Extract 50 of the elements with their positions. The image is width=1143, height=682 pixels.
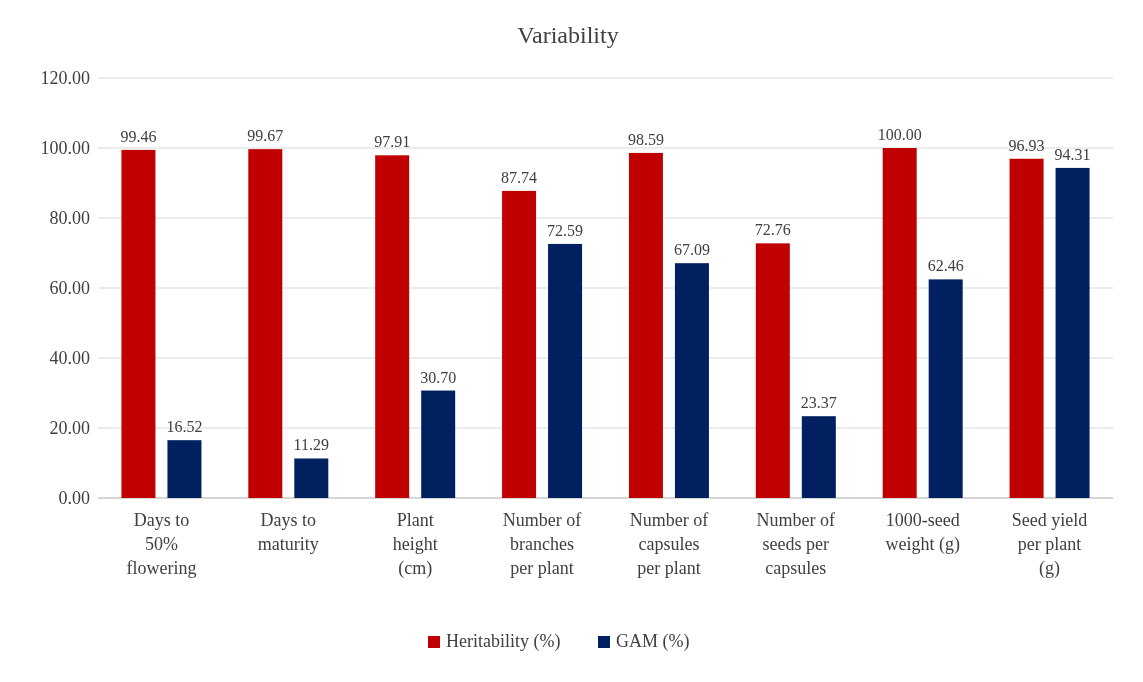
- x-tick-label: Number of seeds per capsules: [756, 510, 836, 578]
- bar: [502, 190, 537, 498]
- data-label: 11.29: [293, 436, 330, 454]
- bar: [1055, 167, 1090, 498]
- data-label: 87.74: [501, 168, 538, 186]
- y-tick-label: 40.00: [49, 348, 90, 369]
- data-label: 16.52: [166, 418, 203, 436]
- bar: [1009, 158, 1044, 498]
- x-tick-label: Number of branches per plant: [502, 510, 582, 578]
- bar: [167, 440, 202, 498]
- x-tick-label: Days to maturity: [257, 510, 319, 554]
- data-label: 94.31: [1054, 145, 1091, 163]
- legend-label: Heritability (%): [446, 631, 561, 652]
- data-label: 72.59: [547, 221, 584, 239]
- data-label: 72.76: [754, 221, 791, 239]
- data-label: 99.67: [247, 127, 284, 145]
- bar: [882, 148, 917, 498]
- y-tick-label: 20.00: [49, 418, 90, 439]
- y-tick-label: 80.00: [49, 208, 90, 229]
- data-label: 23.37: [800, 394, 837, 412]
- bar: [674, 263, 709, 498]
- y-tick-label: 0.00: [58, 488, 90, 509]
- x-tick-label: Days to 50% flowering: [126, 510, 197, 578]
- bar: [801, 416, 836, 498]
- data-label: 67.09: [673, 241, 710, 259]
- bar: [121, 149, 156, 498]
- bar: [548, 243, 583, 498]
- x-tick-label: Seed yield per plant (g): [1011, 510, 1088, 579]
- bar: [375, 155, 410, 498]
- bar: [421, 390, 456, 498]
- data-label: 30.70: [420, 368, 457, 386]
- y-tick-label: 60.00: [49, 278, 90, 299]
- data-label: 98.59: [627, 130, 664, 148]
- data-label: 62.46: [927, 257, 964, 275]
- data-label: 100.00: [877, 126, 922, 143]
- legend-label: GAM (%): [616, 631, 690, 652]
- bar: [294, 458, 329, 498]
- bar: [628, 152, 663, 498]
- bar: [928, 279, 963, 498]
- y-tick-label: 100.00: [40, 138, 90, 159]
- x-tick-label: 1000-seed weight (g): [885, 510, 960, 555]
- data-label: 97.91: [374, 133, 411, 151]
- y-tick-label: 120.00: [40, 68, 90, 89]
- x-tick-label: Plant height (cm): [392, 510, 438, 579]
- bar: [755, 243, 790, 498]
- bar: [248, 149, 283, 498]
- data-label: 99.46: [120, 127, 157, 145]
- x-tick-label: Number of capsules per plant: [629, 510, 709, 578]
- data-label: 96.93: [1008, 136, 1045, 154]
- chart-title: Variability: [517, 22, 619, 48]
